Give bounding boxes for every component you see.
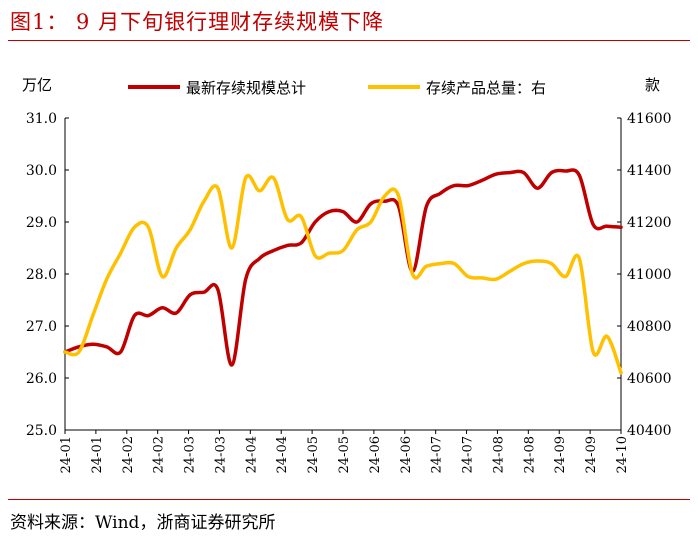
legend-label-count: 存续产品总量：右 <box>426 79 546 97</box>
x-tick-label: 24-07 <box>430 436 445 473</box>
x-tick-label: 24-06 <box>368 436 383 473</box>
right-axis-unit: 款 <box>645 76 660 94</box>
x-tick-label: 24-03 <box>213 436 228 473</box>
line-chart: 万亿 款 最新存续规模总计 存续产品总量：右 25.026.027.028.02… <box>22 76 672 473</box>
x-tick-label: 24-01 <box>59 436 74 473</box>
x-tick-label: 24-05 <box>306 436 321 473</box>
x-tick-label: 24-05 <box>337 436 352 473</box>
figure-title: 图1： 9 月下旬银行理财存续规模下降 <box>10 10 385 34</box>
source-note: 资料来源：Wind，浙商证券研究所 <box>10 513 276 533</box>
right-tick-label: 40400 <box>627 423 672 439</box>
x-tick-label: 24-10 <box>615 436 630 473</box>
legend: 最新存续规模总计 存续产品总量：右 <box>128 79 546 97</box>
series-line-scale <box>63 168 623 367</box>
right-tick-label: 40800 <box>627 319 672 335</box>
left-tick-label: 31.0 <box>26 111 57 127</box>
x-tick-label: 24-06 <box>399 436 414 473</box>
title-rule <box>8 40 690 41</box>
x-tick-label: 24-01 <box>90 436 105 473</box>
left-tick-label: 26.0 <box>26 371 57 387</box>
series-line-count <box>63 173 623 375</box>
x-tick-label: 24-02 <box>121 436 136 473</box>
left-axis-unit: 万亿 <box>22 76 52 94</box>
left-tick-label: 30.0 <box>26 163 57 179</box>
right-tick-label: 41400 <box>627 163 672 179</box>
x-tick-label: 24-02 <box>152 436 167 473</box>
x-tick-label: 24-04 <box>275 436 290 473</box>
x-tick-label: 24-09 <box>584 436 599 473</box>
right-tick-label: 41200 <box>627 215 672 231</box>
x-tick-label: 24-08 <box>522 436 537 473</box>
left-tick-label: 27.0 <box>26 319 57 335</box>
series-lines <box>63 168 623 375</box>
x-tick-label: 24-07 <box>461 436 476 473</box>
legend-label-scale: 最新存续规模总计 <box>186 79 306 97</box>
x-tick-label: 24-04 <box>244 436 259 473</box>
source-rule <box>8 499 690 500</box>
x-tick-label: 24-09 <box>553 436 568 473</box>
right-tick-label: 40600 <box>627 371 672 387</box>
right-tick-label: 41600 <box>627 111 672 127</box>
left-tick-label: 29.0 <box>26 215 57 231</box>
left-tick-label: 25.0 <box>26 423 57 439</box>
x-tick-label: 24-08 <box>491 436 506 473</box>
x-tick-label: 24-03 <box>183 436 198 473</box>
left-tick-label: 28.0 <box>26 267 57 283</box>
right-tick-label: 41000 <box>627 267 672 283</box>
axes: 25.0 26.0 27.0 28.0 29.0 30.0 31.0 40400 40600 40… <box>26 111 672 473</box>
